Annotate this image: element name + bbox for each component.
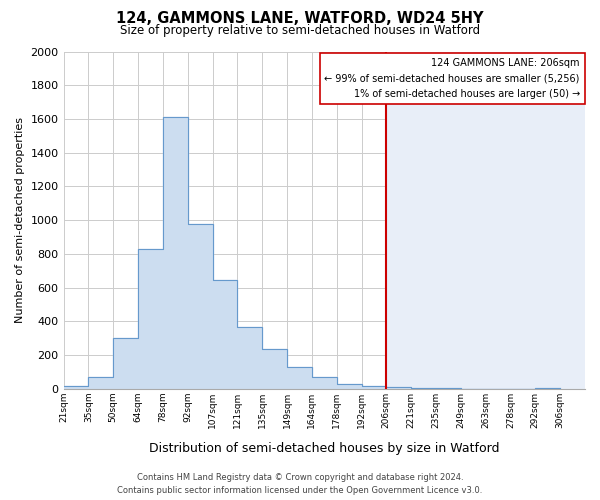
X-axis label: Distribution of semi-detached houses by size in Watford: Distribution of semi-detached houses by … xyxy=(149,442,500,455)
Text: 124 GAMMONS LANE: 206sqm
← 99% of semi-detached houses are smaller (5,256)
1% of: 124 GAMMONS LANE: 206sqm ← 99% of semi-d… xyxy=(325,58,580,100)
Text: Contains HM Land Registry data © Crown copyright and database right 2024.
Contai: Contains HM Land Registry data © Crown c… xyxy=(118,474,482,495)
Text: Size of property relative to semi-detached houses in Watford: Size of property relative to semi-detach… xyxy=(120,24,480,37)
Y-axis label: Number of semi-detached properties: Number of semi-detached properties xyxy=(15,117,25,323)
Bar xyxy=(386,52,585,389)
Text: 124, GAMMONS LANE, WATFORD, WD24 5HY: 124, GAMMONS LANE, WATFORD, WD24 5HY xyxy=(116,11,484,26)
